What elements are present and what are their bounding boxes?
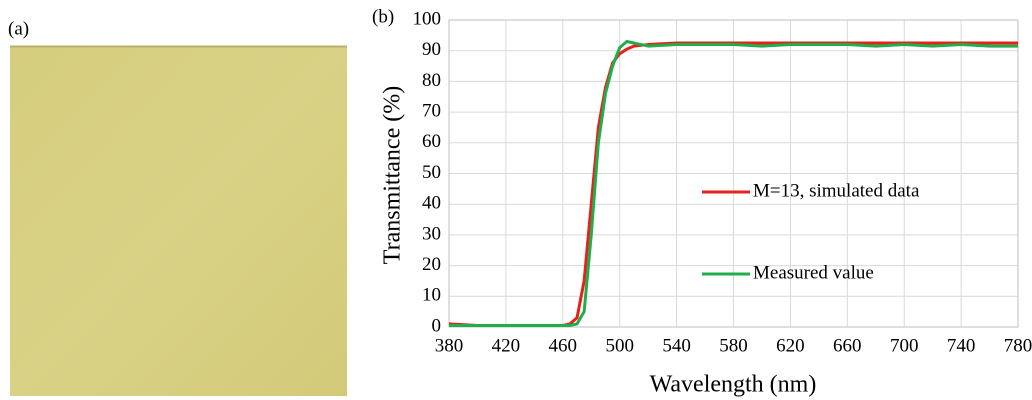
y-tick-label: 80 bbox=[422, 70, 441, 91]
panel-label: (a) bbox=[8, 18, 29, 39]
x-tick-label: 540 bbox=[662, 335, 691, 356]
x-tick-label: 460 bbox=[549, 335, 578, 356]
y-tick-label: 40 bbox=[422, 193, 441, 214]
y-tick-label: 10 bbox=[422, 285, 441, 306]
y-tick-label: 70 bbox=[422, 100, 441, 121]
x-tick-label: 660 bbox=[833, 335, 862, 356]
x-axis-title: Wavelength (nm) bbox=[650, 372, 817, 398]
x-tick-label: 700 bbox=[890, 335, 919, 356]
y-tick-label: 50 bbox=[422, 162, 441, 183]
sample-photo bbox=[10, 46, 347, 396]
x-tick-label: 580 bbox=[719, 335, 748, 356]
y-tick-label: 60 bbox=[422, 131, 441, 152]
x-tick-label: 740 bbox=[947, 335, 976, 356]
legend-label: Measured value bbox=[753, 262, 874, 283]
x-tick-label: 420 bbox=[492, 335, 521, 356]
x-tick-label: 380 bbox=[435, 335, 464, 356]
y-tick-label: 90 bbox=[422, 39, 441, 60]
series-line bbox=[449, 39, 1018, 327]
x-tick-label: 500 bbox=[605, 335, 634, 356]
x-tick-label: 620 bbox=[776, 335, 805, 356]
legend-label: M=13, simulated data bbox=[753, 180, 920, 201]
y-tick-label: 0 bbox=[432, 315, 442, 336]
y-tick-label: 30 bbox=[422, 223, 441, 244]
panel-label: (b) bbox=[372, 6, 394, 27]
y-tick-label: 20 bbox=[422, 254, 441, 275]
y-tick-label: 100 bbox=[413, 8, 442, 29]
plot-frame bbox=[448, 19, 1019, 328]
x-tick-label: 780 bbox=[1004, 335, 1032, 356]
y-axis-title: Transmittance (%) bbox=[380, 86, 406, 264]
